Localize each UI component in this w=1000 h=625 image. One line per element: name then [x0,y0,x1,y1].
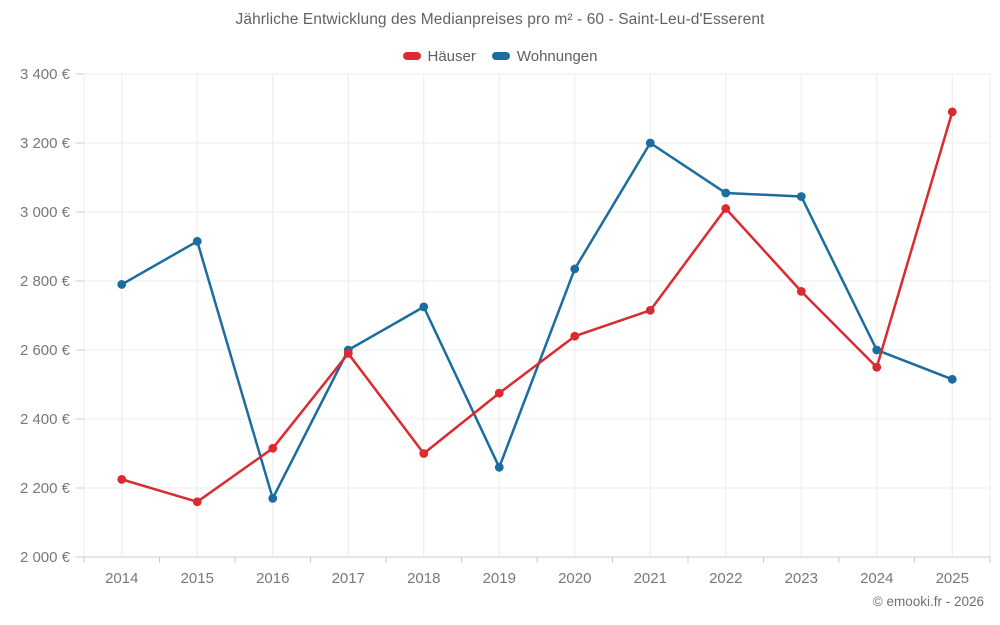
legend: Häuser Wohnungen [0,46,1000,66]
svg-text:2014: 2014 [105,570,138,587]
svg-text:3 000 €: 3 000 € [20,204,71,221]
svg-text:2023: 2023 [785,570,818,587]
svg-text:2025: 2025 [936,570,969,587]
svg-text:2020: 2020 [558,570,591,587]
legend-item-haeuser[interactable]: Häuser [402,47,476,65]
chart-title: Jährliche Entwicklung des Medianpreises … [235,11,765,28]
svg-text:2 000 €: 2 000 € [20,549,71,566]
svg-text:2021: 2021 [634,570,667,587]
svg-text:2022: 2022 [709,570,742,587]
svg-text:2 800 €: 2 800 € [20,273,71,290]
svg-text:2015: 2015 [181,570,214,587]
svg-text:2017: 2017 [332,570,365,587]
svg-text:2018: 2018 [407,570,440,587]
svg-text:3 200 €: 3 200 € [20,135,71,152]
copyright-credit: © emooki.fr - 2026 [872,594,984,609]
legend-item-wohnungen[interactable]: Wohnungen [491,47,598,65]
haeuser-series-marker-icon [402,52,421,60]
svg-text:3 400 €: 3 400 € [20,66,71,83]
wohnungen-series-marker-icon [491,52,510,60]
svg-text:2 600 €: 2 600 € [20,342,71,359]
svg-text:2 200 €: 2 200 € [20,480,71,497]
svg-text:2 400 €: 2 400 € [20,411,71,428]
legend-label-wohnungen: Wohnungen [516,47,598,65]
legend-label-haeuser: Häuser [427,47,476,65]
svg-text:2024: 2024 [860,570,893,587]
svg-text:2019: 2019 [483,570,516,587]
svg-text:2016: 2016 [256,570,289,587]
